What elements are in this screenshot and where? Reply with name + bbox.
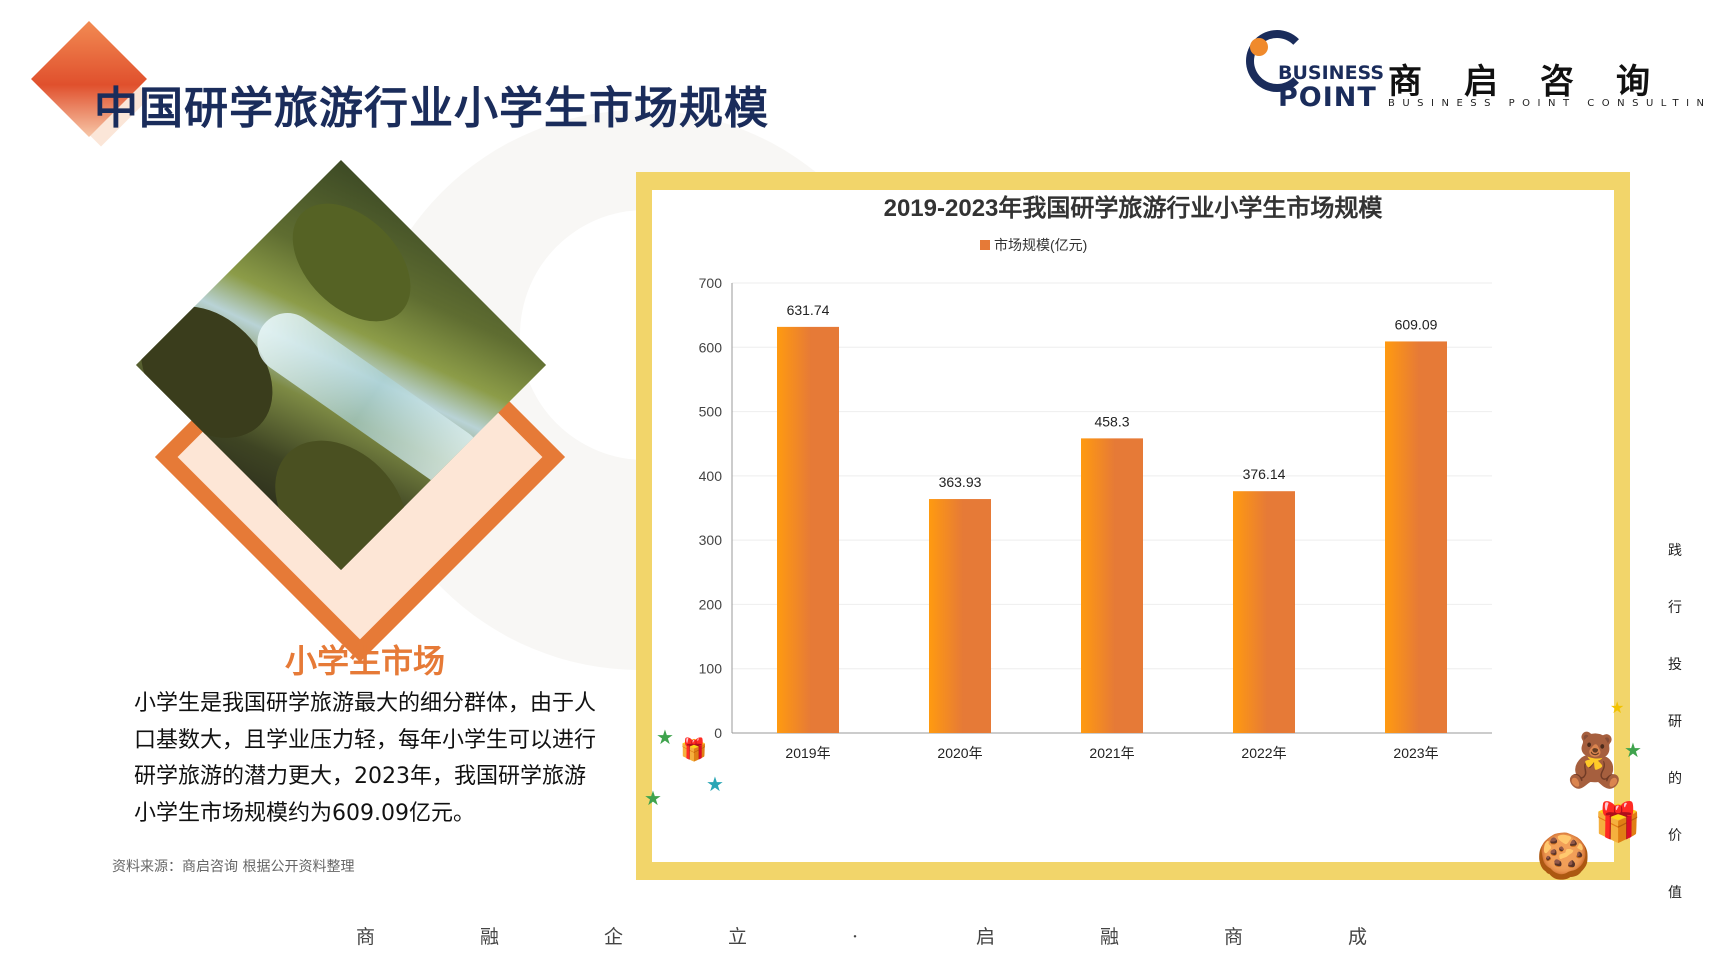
- gift-box-icon: 🎁: [1594, 800, 1642, 844]
- gingerbread-icon: 🍪: [1536, 831, 1591, 882]
- page-title: 中国研学旅游行业小学生市场规模: [94, 83, 769, 134]
- logo-subtitle: BUSINESS POINT CONSULTING: [1388, 98, 1712, 109]
- side-motto: 践 行 投 研 的 价 值: [1668, 543, 1682, 901]
- bar-value-label: 376.14: [1243, 466, 1286, 482]
- legend-swatch: [980, 240, 990, 250]
- y-tick-label: 200: [699, 596, 723, 612]
- x-tick-label: 2022年: [1241, 745, 1286, 761]
- bar: [1233, 491, 1295, 733]
- bar: [1081, 438, 1143, 733]
- star-icon: ★: [656, 725, 674, 749]
- y-tick-label: 300: [699, 532, 723, 548]
- bar-value-label: 631.74: [787, 302, 830, 318]
- section-heading: 小学生市场: [284, 642, 445, 680]
- y-tick-label: 600: [699, 339, 723, 355]
- y-tick-label: 100: [699, 661, 723, 677]
- logo-ring-icon: [1246, 30, 1308, 92]
- logo-dot-icon: [1250, 38, 1268, 56]
- star-icon-yellow: ★: [1610, 698, 1625, 717]
- body-paragraph: 小学生是我国研学旅游最大的细分群体，由于人口基数大，且学业压力轻，每年小学生可以…: [134, 691, 597, 826]
- teddy-bear-icon: 🧸: [1562, 731, 1627, 791]
- x-tick-label: 2020年: [937, 745, 982, 761]
- chart-title: 2019-2023年我国研学旅游行业小学生市场规模: [884, 194, 1384, 222]
- company-logo: BUSINESS POINT 商启咨询 BUSINESS POINT CONSU…: [1240, 26, 1712, 116]
- x-tick-label: 2021年: [1089, 745, 1134, 761]
- bar: [777, 326, 839, 733]
- y-tick-label: 0: [714, 725, 722, 741]
- legend-label: 市场规模(亿元): [994, 237, 1087, 253]
- bar-value-label: 609.09: [1395, 316, 1438, 332]
- gift-icon: 🎁: [680, 738, 708, 763]
- source-note: 资料来源：商启咨询 根据公开资料整理: [112, 859, 355, 875]
- y-tick-label: 400: [699, 468, 723, 484]
- y-tick-label: 500: [699, 404, 723, 420]
- star-icon-blue: ★: [706, 772, 724, 796]
- x-tick-label: 2023年: [1393, 745, 1438, 761]
- bar: [1385, 341, 1447, 733]
- x-tick-label: 2019年: [785, 745, 830, 761]
- bar-value-label: 458.3: [1094, 413, 1129, 429]
- star-icon-green: ★: [644, 786, 662, 810]
- bottom-motto: 商融企立 · 启融商成: [356, 926, 1368, 948]
- star-icon-green-right: ★: [1624, 738, 1642, 762]
- y-tick-label: 700: [699, 275, 723, 291]
- bar: [929, 499, 991, 733]
- logo-text-chinese: 商启咨询: [1388, 62, 1692, 102]
- logo-text-business: BUSINESS: [1278, 62, 1385, 84]
- bar-value-label: 363.93: [939, 474, 982, 490]
- logo-text-point: POINT: [1278, 82, 1377, 113]
